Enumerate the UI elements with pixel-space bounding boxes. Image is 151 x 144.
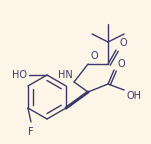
Text: OH: OH <box>126 91 141 101</box>
Text: O: O <box>90 51 98 61</box>
Text: O: O <box>117 59 125 69</box>
Text: O: O <box>119 38 127 48</box>
Text: HO: HO <box>12 70 27 80</box>
Text: F: F <box>28 127 34 137</box>
Text: HN: HN <box>58 70 73 80</box>
